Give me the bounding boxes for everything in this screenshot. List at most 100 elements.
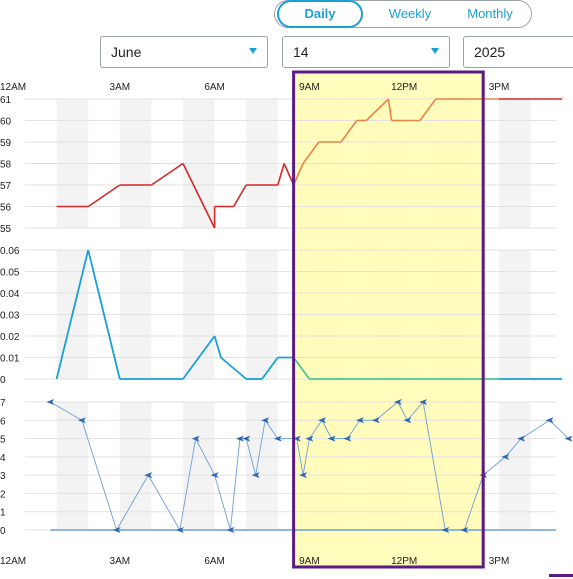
series-segment (150, 162, 184, 186)
x-tick-label: 3PM (489, 82, 510, 93)
y-tick-label: 57 (0, 181, 12, 192)
series-segment (520, 419, 550, 439)
series-segment (179, 438, 197, 531)
series-segment (255, 420, 266, 476)
y-tick-label: 61 (0, 95, 12, 106)
series-segment (292, 163, 304, 186)
wind-arrow-point (273, 435, 282, 442)
wind-arrow-point (393, 399, 402, 405)
chevron-down-icon (249, 48, 257, 54)
x-tick-label: 6AM (204, 556, 225, 567)
wind-arrow-point (564, 435, 573, 442)
y-tick-label: 0.03 (0, 311, 20, 322)
tab-monthly[interactable]: Monthly (467, 6, 513, 21)
hour-band (246, 402, 278, 530)
series-segment (213, 335, 222, 358)
tab-weekly[interactable]: Weekly (388, 6, 432, 21)
series-segment (182, 335, 216, 380)
wind-arrow-point (545, 417, 554, 424)
y-tick-label: 0.01 (0, 354, 20, 365)
wind-arrow-point (327, 435, 336, 442)
series-segment (302, 438, 310, 476)
series-segment (292, 356, 311, 380)
x-tick-label: 3AM (110, 556, 131, 567)
y-tick-label: 4 (0, 453, 6, 464)
y-tick-label: 60 (0, 117, 12, 128)
series-segment (232, 184, 247, 207)
wind-arrow-point (403, 417, 412, 424)
x-tick-label: 12AM (0, 82, 26, 93)
y-tick-label: 55 (0, 224, 12, 235)
day-select-value: 14 (293, 44, 309, 60)
wind-arrow-point (242, 435, 251, 442)
y-tick-label: 5 (0, 435, 6, 446)
wind-arrow-point (175, 527, 184, 533)
series-segment (387, 98, 393, 121)
hour-band (183, 402, 215, 530)
series-segment (375, 401, 399, 421)
wind-arrow-point (144, 472, 153, 479)
y-tick-label: 6 (0, 416, 6, 427)
wind-arrow-point (460, 527, 469, 533)
series-segment (229, 438, 241, 531)
year-select[interactable]: 2025 (463, 36, 573, 68)
series-segment (81, 420, 118, 531)
y-tick-label: 3 (0, 471, 6, 482)
x-tick-label: 3AM (110, 82, 131, 93)
y-tick-label: 56 (0, 203, 12, 214)
y-tick-label: 59 (0, 138, 12, 149)
series-segment (346, 420, 361, 439)
wind-arrow-point (501, 453, 510, 460)
wind-arrow-point (112, 527, 121, 533)
hour-band (119, 402, 152, 530)
wind-arrow-point (261, 417, 270, 424)
wind-arrow-point (318, 417, 327, 424)
wind-arrow-point (226, 527, 235, 533)
y-tick-label: 0.02 (0, 332, 20, 343)
series-segment (87, 184, 121, 208)
series-segment (407, 401, 424, 421)
series-segment (147, 474, 181, 531)
y-tick-label: 0.06 (0, 246, 20, 257)
x-tick-label: 9AM (299, 82, 320, 93)
series-segment (55, 249, 90, 380)
x-tick-label: 3PM (489, 556, 510, 567)
y-tick-label: 2 (0, 489, 6, 500)
series-segment (283, 163, 295, 186)
month-select[interactable]: June (100, 36, 268, 68)
series-segment (220, 356, 247, 380)
series-segment (50, 401, 83, 421)
series-segment (296, 438, 304, 476)
wind-arrow-point (191, 435, 200, 442)
wind-arrow-point (441, 527, 450, 533)
day-select[interactable]: 14 (282, 36, 450, 68)
series-segment (422, 401, 446, 531)
wind-arrow-point (517, 435, 526, 442)
series-segment (277, 163, 285, 186)
tab-daily[interactable]: Daily (277, 0, 363, 28)
wind-arrow-point (46, 399, 55, 405)
series-segment (214, 475, 231, 531)
series-segment (195, 438, 215, 476)
y-tick-label: 0 (0, 375, 6, 386)
wind-arrow-point (419, 399, 428, 405)
x-tick-label: 12PM (391, 556, 417, 567)
y-tick-label: 0 (0, 526, 6, 537)
y-tick-label: 58 (0, 160, 12, 171)
series-segment (419, 98, 437, 121)
x-tick-label: 12PM (391, 82, 417, 93)
highlight-border (292, 70, 485, 569)
wind-arrow-point (292, 435, 301, 442)
period-segmented-control: Daily Weekly Monthly (274, 0, 532, 28)
series-segment (463, 474, 484, 531)
series-segment (116, 474, 149, 531)
wind-arrow-point (355, 417, 364, 424)
series-segment (482, 456, 506, 476)
series-segment (504, 438, 522, 458)
series-segment (182, 163, 216, 229)
y-tick-label: 1 (0, 508, 6, 519)
series-segment (302, 141, 320, 164)
corner-mark (549, 574, 573, 577)
wind-arrow-point (235, 435, 244, 442)
